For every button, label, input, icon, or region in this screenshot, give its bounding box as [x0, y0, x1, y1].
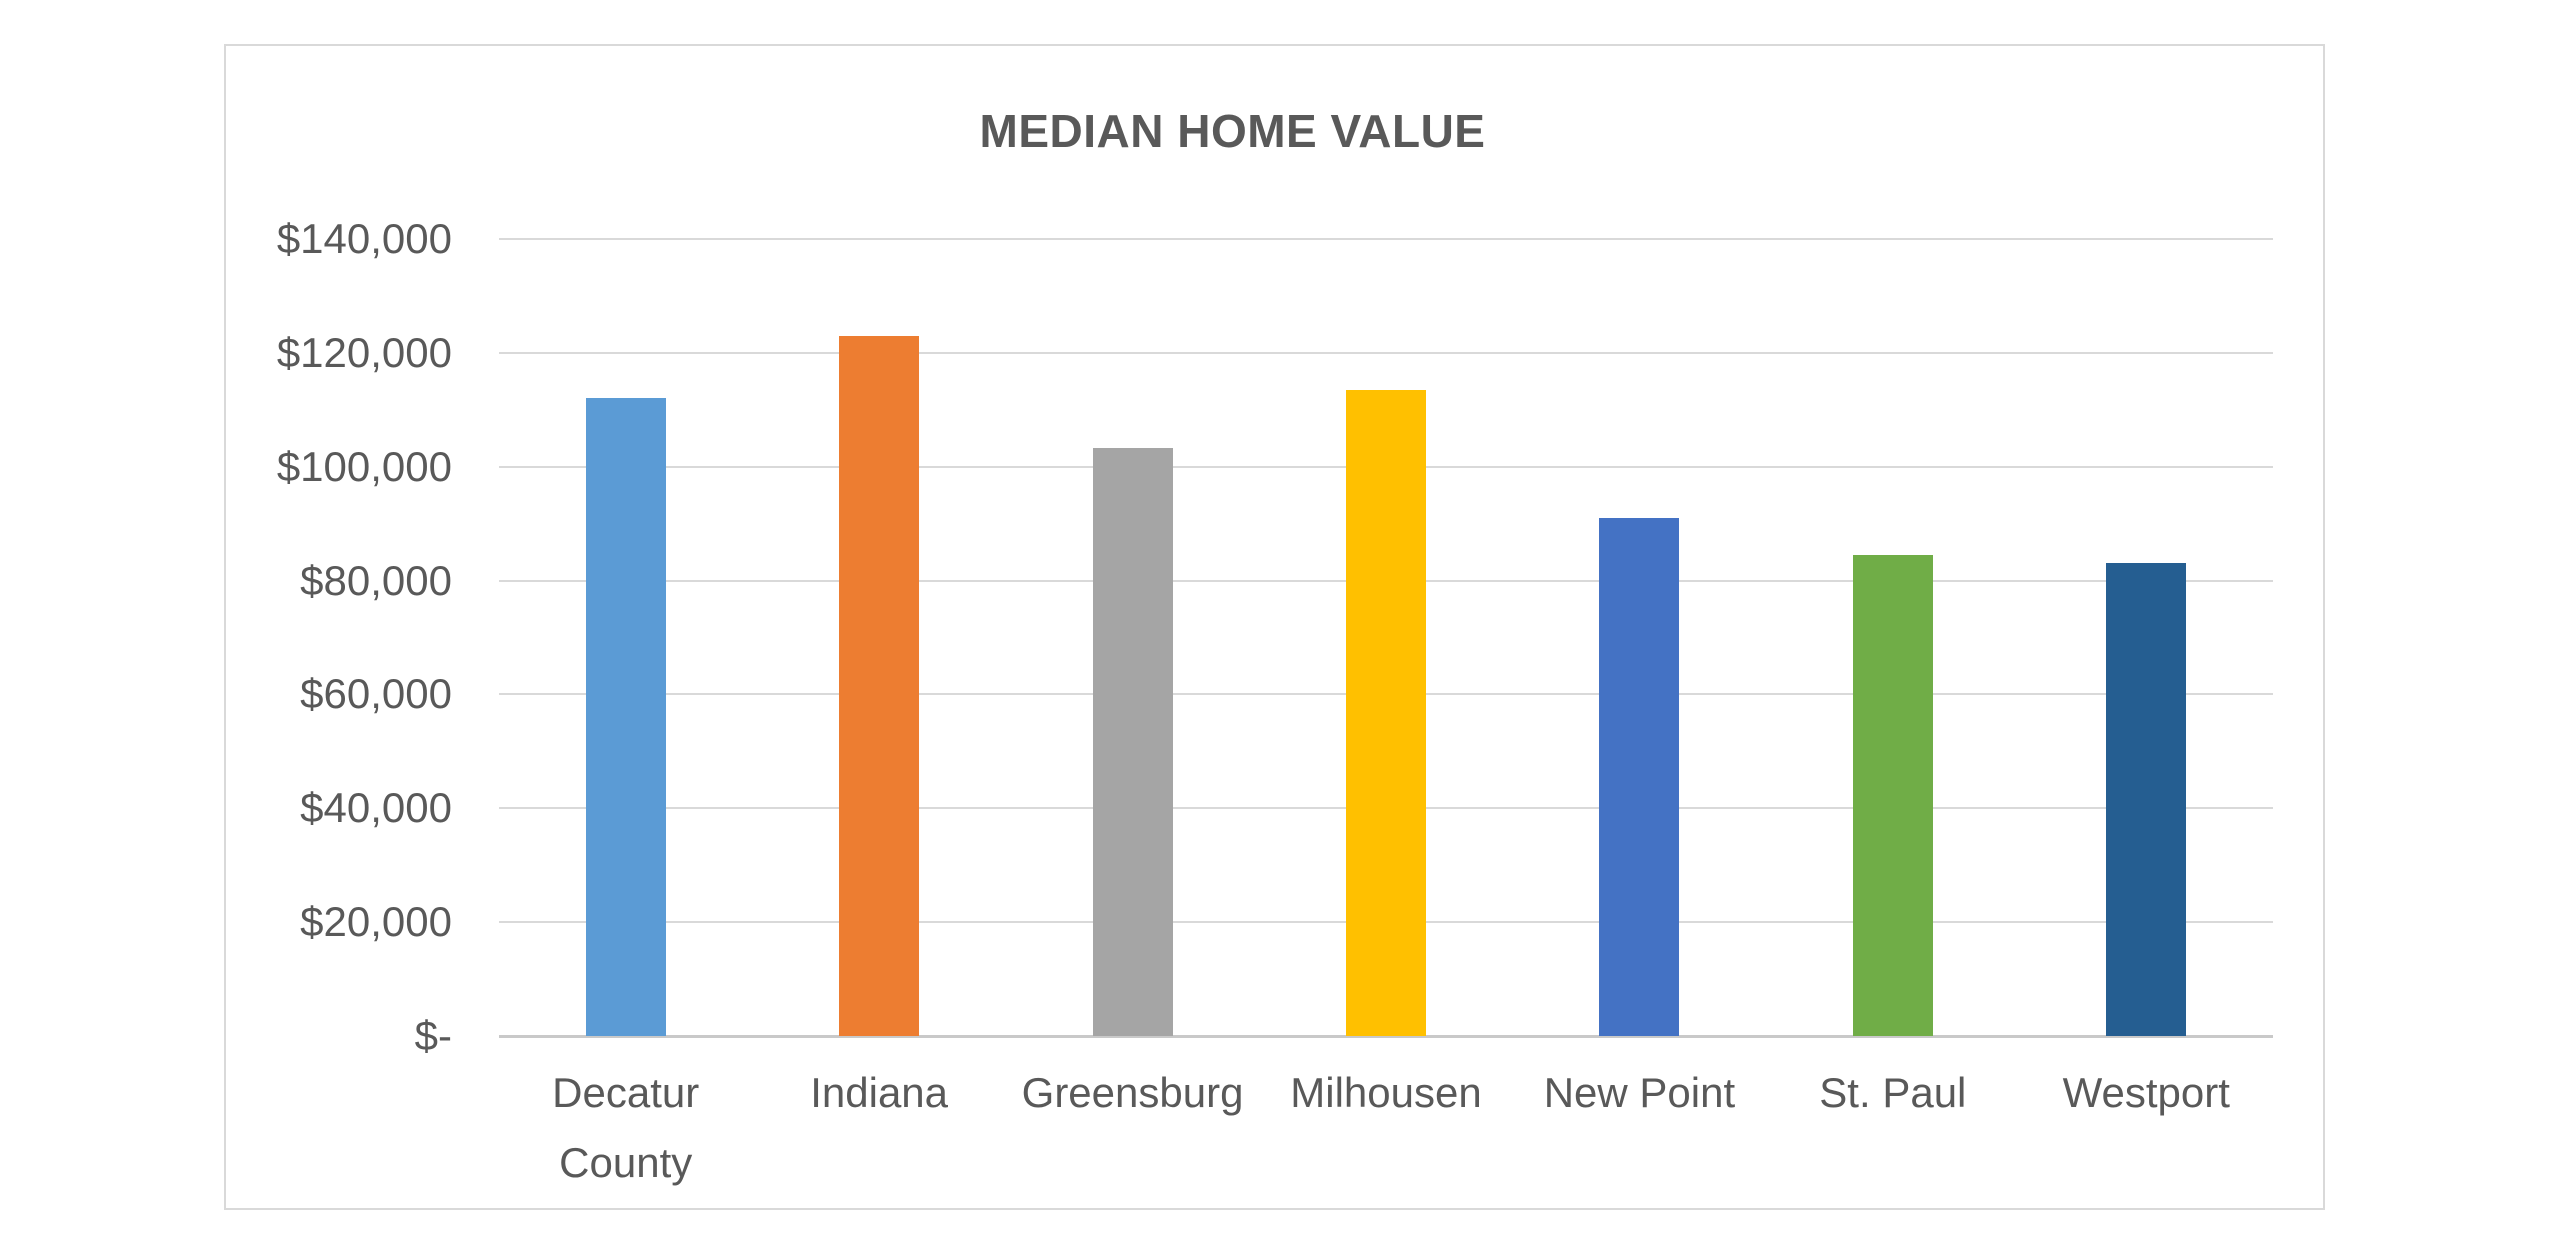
- x-axis-category-label: Decatur County: [552, 1069, 700, 1186]
- x-axis-category-label: Greensburg: [1021, 1069, 1244, 1116]
- x-axis-category-label: Westport: [2062, 1069, 2230, 1116]
- x-axis-category-label: St. Paul: [1819, 1069, 1967, 1116]
- y-axis-tick-label: $20,000: [300, 898, 452, 946]
- x-axis-category-label: New Point: [1543, 1069, 1736, 1116]
- chart-area: MEDIAN HOME VALUE $140,000 $120,000 $100,0…: [224, 44, 2325, 1210]
- y-axis-tick-label: $100,000: [276, 442, 452, 490]
- bar-westport: [2106, 563, 2187, 1036]
- bar-indiana: [839, 335, 920, 1036]
- y-gridline: [499, 351, 2273, 354]
- bar-decatur-county: [585, 398, 666, 1036]
- bar-st-paul: [1852, 554, 1933, 1036]
- x-axis-line: [499, 1035, 2273, 1038]
- bar-greensburg: [1092, 447, 1173, 1036]
- chart-title: MEDIAN HOME VALUE: [979, 105, 1486, 157]
- y-axis-tick-label: $40,000: [300, 784, 452, 832]
- y-axis-tick-label: $120,000: [276, 328, 452, 376]
- x-axis-category-label: Milhousen: [1290, 1069, 1482, 1116]
- y-gridline: [499, 238, 2273, 240]
- y-axis-tick-label: $-: [414, 1012, 452, 1059]
- bar-new-point: [1599, 517, 1680, 1036]
- y-axis-tick-label: $80,000: [300, 556, 452, 604]
- x-axis-category-label: Indiana: [810, 1069, 949, 1116]
- y-axis-tick-label: $60,000: [300, 670, 452, 718]
- bar-milhousen: [1346, 390, 1426, 1036]
- y-axis-tick-label: $140,000: [276, 215, 452, 262]
